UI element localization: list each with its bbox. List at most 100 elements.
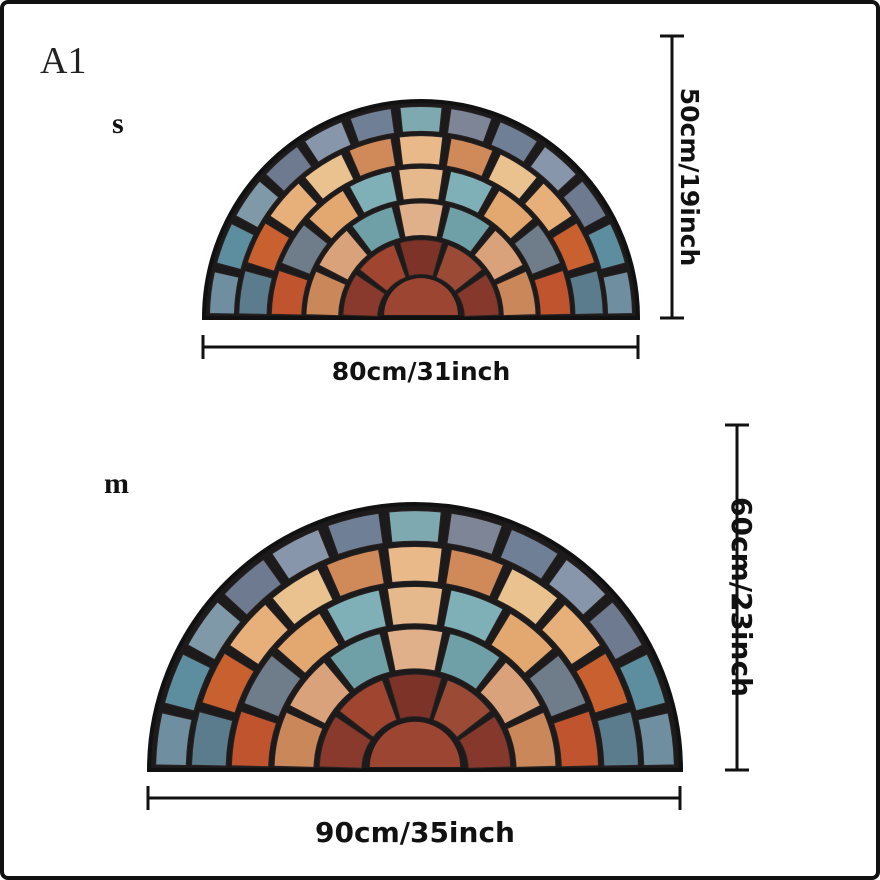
tile: [445, 137, 494, 178]
tile: [444, 170, 494, 214]
tile: [547, 558, 607, 616]
tile: [637, 712, 675, 767]
tile: [223, 558, 283, 616]
tile: [499, 528, 559, 580]
tile: [441, 206, 491, 253]
tile: [303, 121, 352, 163]
tile: [270, 269, 309, 316]
tile: [386, 586, 444, 626]
tile: [446, 108, 493, 143]
tile: [208, 271, 240, 315]
tile: [348, 137, 397, 178]
tile: [384, 278, 458, 315]
tile: [216, 223, 255, 271]
tile: [602, 271, 634, 315]
tile: [276, 612, 340, 675]
tile: [490, 612, 554, 675]
tile: [479, 661, 542, 725]
tile: [487, 153, 538, 201]
tile: [246, 222, 291, 272]
tile: [446, 512, 503, 556]
tile: [443, 589, 504, 643]
tile: [596, 710, 639, 767]
width-label: 80cm/31inch: [332, 357, 511, 386]
tile: [551, 222, 596, 272]
tile: [435, 244, 484, 292]
tile: [523, 182, 573, 233]
tile: [348, 170, 398, 214]
tile: [326, 589, 387, 643]
tile: [349, 108, 396, 143]
tile: [264, 145, 313, 193]
tile: [230, 710, 278, 768]
tile: [304, 153, 355, 201]
tile: [305, 270, 347, 317]
tile: [388, 510, 442, 543]
tile: [540, 603, 602, 666]
tile: [473, 229, 524, 281]
size-label: m: [104, 467, 129, 500]
tile: [552, 710, 600, 768]
tile: [327, 512, 384, 556]
tile: [329, 632, 391, 690]
tile: [338, 679, 398, 739]
height-label: 50cm/19inch: [675, 88, 704, 267]
tile: [318, 229, 369, 281]
tile: [243, 654, 302, 718]
tile: [513, 223, 562, 275]
tile: [533, 269, 572, 316]
tile: [187, 601, 242, 661]
rug-small: [201, 99, 641, 320]
tile: [587, 223, 626, 271]
tile: [529, 145, 578, 193]
tile: [399, 239, 443, 277]
tile: [155, 712, 193, 767]
variant-label: A1: [40, 40, 86, 82]
tile: [318, 715, 372, 769]
tile: [458, 715, 512, 769]
tile: [269, 182, 319, 233]
tile: [342, 273, 386, 317]
tile: [445, 548, 505, 598]
tile: [562, 180, 607, 229]
tile: [386, 628, 444, 672]
tile: [618, 653, 667, 712]
width-label: 90cm/35inch: [315, 816, 515, 849]
tile: [432, 679, 492, 739]
tile: [456, 273, 500, 317]
tile: [399, 105, 443, 133]
tile: [280, 223, 329, 275]
tile: [575, 652, 629, 714]
height-label: 60cm/23inch: [725, 497, 758, 697]
tile: [273, 711, 324, 768]
tile: [201, 652, 255, 714]
tile: [398, 202, 444, 238]
tile: [439, 632, 501, 690]
tile: [191, 710, 234, 767]
tile: [490, 121, 539, 163]
tile: [495, 270, 537, 317]
tile: [271, 528, 331, 580]
tile: [588, 601, 643, 661]
tile: [496, 568, 559, 626]
tile: [482, 189, 534, 240]
tile: [228, 603, 290, 666]
tile: [569, 270, 604, 316]
tile: [398, 167, 444, 201]
tile: [387, 673, 443, 720]
tile: [506, 711, 557, 768]
tile: [163, 653, 212, 712]
tile: [271, 568, 334, 626]
tile: [308, 189, 360, 240]
tile: [288, 661, 351, 725]
tile: [235, 180, 280, 229]
tile: [387, 546, 443, 584]
tile: [369, 721, 461, 767]
tile: [528, 654, 587, 718]
tile: [351, 206, 401, 253]
tile: [358, 244, 407, 292]
tile: [238, 270, 273, 316]
tile: [325, 548, 385, 598]
size-label: s: [112, 107, 124, 140]
